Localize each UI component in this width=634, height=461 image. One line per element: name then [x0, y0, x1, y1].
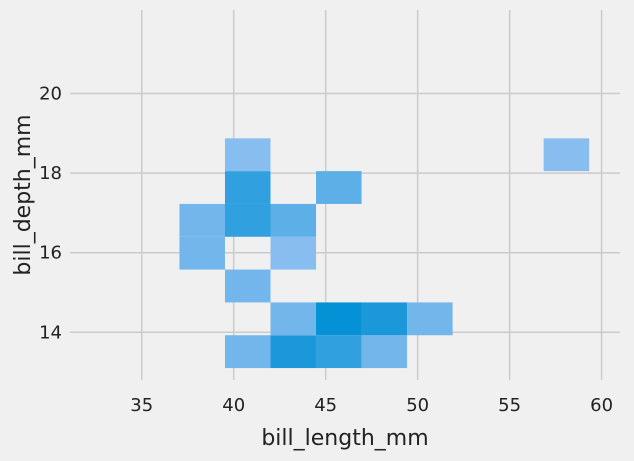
x-tick-label: 35: [130, 395, 153, 416]
hist-cell: [361, 302, 408, 336]
hist-cell: [224, 138, 271, 172]
hist-cell: [270, 335, 317, 369]
y-tick-label: 20: [39, 84, 62, 105]
hist-cell: [224, 171, 271, 204]
hist-cell: [407, 302, 453, 336]
hist-cell: [224, 269, 271, 303]
hist-cell: [270, 236, 317, 270]
hist-cell: [179, 236, 225, 270]
hist-cell: [316, 302, 362, 336]
hist-cell: [179, 203, 225, 237]
x-axis-ticks: 35 40 45 50 55 60: [130, 395, 613, 416]
y-tick-label: 18: [39, 163, 62, 184]
hist-cell: [270, 302, 317, 336]
hist-cell: [270, 203, 317, 237]
y-axis-label: bill_depth_mm: [11, 114, 36, 275]
hist-cell: [224, 335, 271, 369]
y-tick-label: 14: [39, 322, 62, 343]
x-tick-label: 50: [406, 395, 429, 416]
x-tick-label: 60: [590, 395, 613, 416]
x-tick-label: 40: [222, 395, 245, 416]
hist-cell: [316, 171, 362, 204]
x-tick-label: 55: [498, 395, 521, 416]
histogram-cells: [179, 138, 590, 369]
y-tick-label: 16: [39, 243, 62, 264]
x-axis-label: bill_length_mm: [261, 426, 428, 451]
x-tick-label: 45: [314, 395, 337, 416]
hist-cell: [316, 335, 362, 369]
hist-cell: [224, 203, 271, 237]
hist-cell: [543, 138, 590, 172]
hist-cell: [361, 335, 408, 369]
y-axis-ticks: 14 16 18 20: [39, 84, 62, 344]
